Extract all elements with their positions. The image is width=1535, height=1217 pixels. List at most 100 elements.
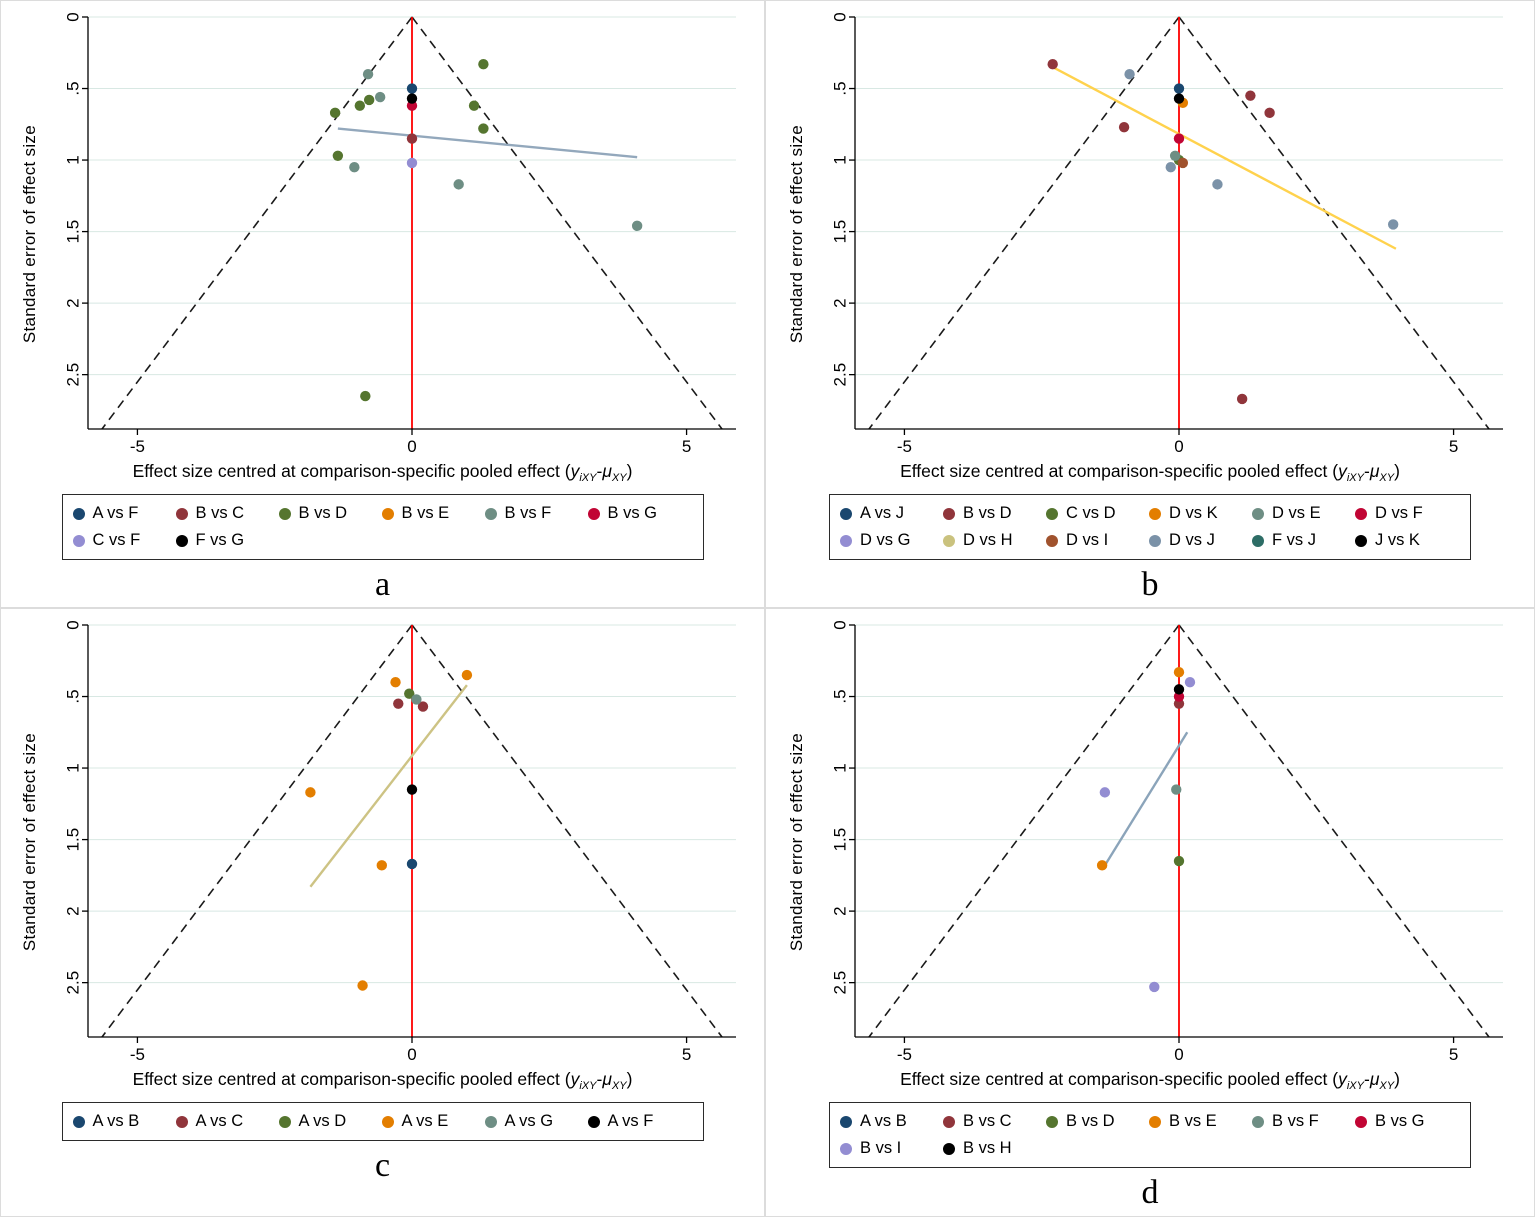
legend-marker: [381, 1115, 394, 1128]
regression-line: [337, 127, 637, 159]
y-tick-label: .5: [831, 689, 850, 703]
data-point: [631, 220, 642, 232]
data-point: [1173, 684, 1185, 695]
legend-label: D vs F: [1375, 504, 1423, 522]
legend-item: A vs B: [72, 1108, 176, 1135]
data-point: [1245, 90, 1256, 101]
funnel-plot-b: 0 .5 1 1.5 2 2.5 -5 0 5: [831, 12, 1503, 456]
legend-label: B vs E: [401, 504, 450, 522]
legend-label: B vs C: [963, 1112, 1012, 1130]
funnel-plot-a: 0 .5 1 1.5 2 2.5 -5 0 5: [63, 12, 736, 456]
data-point: [406, 83, 417, 94]
legend-label: C vs D: [1066, 504, 1116, 522]
legend-item: A vs G: [484, 1108, 588, 1135]
data-point: [403, 688, 414, 699]
y-tick-label: 2: [63, 298, 82, 307]
legend-marker: [840, 507, 852, 520]
data-point: [477, 59, 489, 70]
data-point: [354, 100, 365, 111]
legend-label: B vs D: [963, 504, 1012, 522]
legend-label: A vs E: [401, 1112, 449, 1130]
y-tick-label: .5: [831, 81, 850, 95]
data-point: [406, 858, 417, 870]
y-tick-label: 0: [831, 12, 850, 21]
legend-marker: [1046, 1115, 1058, 1128]
y-tick-label: 2.5: [831, 971, 850, 995]
y-tick-label: .5: [63, 689, 82, 703]
legend-label: B vs I: [860, 1139, 902, 1157]
legend-item: D vs K: [1149, 500, 1252, 527]
legend-b: A vs J B vs D C vs D D vs K D vs E D vs F D vs…: [829, 494, 1471, 560]
x-tick-label: 0: [1174, 1045, 1183, 1064]
data-point: [468, 100, 479, 111]
legend-label: D vs H: [963, 531, 1013, 549]
legend-item: A vs E: [381, 1108, 485, 1135]
funnel-boundary-line: [868, 16, 1180, 430]
panel-letter-c: c: [374, 1147, 391, 1184]
legend-item: D vs J: [1149, 527, 1252, 554]
legend-marker: [943, 507, 955, 520]
legend-marker: [1252, 1115, 1264, 1128]
legend-item: B vs F: [1252, 1108, 1355, 1135]
legend-item: A vs B: [840, 1108, 943, 1135]
data-point: [406, 100, 417, 111]
legend-label: C vs F: [92, 531, 141, 549]
data-point: [452, 179, 464, 190]
legend-marker: [943, 534, 955, 547]
data-point: [1264, 107, 1275, 119]
y-tick-label: 1: [831, 763, 850, 772]
y-tick-label: 0: [63, 620, 82, 629]
legend-label: A vs J: [860, 504, 905, 522]
data-point: [363, 94, 374, 106]
panel-a: Standard error of effect size 0 .5 1 1.5 2 2.…: [0, 0, 765, 608]
x-tick-label: -5: [897, 1045, 912, 1064]
legend-marker: [175, 1115, 188, 1128]
regression-line: [308, 684, 468, 888]
data-point: [1169, 150, 1181, 161]
y-axis-label: Standard error of effect size: [19, 124, 39, 344]
legend-item: A vs F: [72, 500, 176, 527]
legend-item: C vs F: [72, 527, 176, 554]
funnel-boundary-line: [410, 16, 723, 430]
data-point: [348, 162, 360, 173]
legend-label: F vs G: [195, 531, 245, 549]
data-point: [406, 784, 417, 795]
legend-label: A vs B: [860, 1112, 907, 1130]
funnel-boundary-line: [868, 624, 1180, 1038]
legend-item: C vs D: [1046, 500, 1149, 527]
y-axis-label: Standard error of effect size: [19, 732, 39, 952]
data-point: [362, 69, 373, 80]
legend-item: D vs E: [1252, 500, 1355, 527]
legend-marker: [278, 507, 291, 520]
legend-item: B vs G: [587, 500, 691, 527]
x-tick-label: 0: [407, 1045, 416, 1064]
y-tick-label: 2: [63, 906, 82, 915]
legend-marker: [1355, 1115, 1367, 1128]
legend-label: B vs E: [1169, 1112, 1217, 1130]
legend-item: D vs I: [1046, 527, 1149, 554]
x-tick-label: 0: [1174, 437, 1183, 456]
legend-item: F vs G: [175, 527, 279, 554]
funnel-boundary-line: [100, 16, 413, 430]
data-point: [1099, 787, 1111, 798]
legend-marker: [587, 507, 600, 520]
legend-marker: [175, 507, 188, 520]
y-tick-label: 1: [831, 155, 850, 164]
data-point: [389, 677, 401, 688]
legend-label: B vs F: [1272, 1112, 1319, 1130]
data-point: [1173, 667, 1185, 678]
legend-label: A vs D: [298, 1112, 347, 1130]
legend-marker: [1252, 534, 1264, 547]
legend-marker: [72, 507, 85, 520]
x-axis-label: Effect size centred at comparison-specif…: [900, 1069, 1400, 1092]
x-tick-label: -5: [129, 437, 144, 456]
y-tick-label: 0: [63, 12, 82, 21]
y-tick-label: 1.5: [63, 220, 82, 244]
data-point: [1173, 93, 1185, 104]
legend-label: B vs D: [1066, 1112, 1115, 1130]
legend-marker: [1046, 507, 1058, 520]
panel-letter-b: b: [1141, 566, 1159, 603]
legend-label: B vs F: [504, 504, 552, 522]
legend-label: A vs F: [92, 504, 139, 522]
